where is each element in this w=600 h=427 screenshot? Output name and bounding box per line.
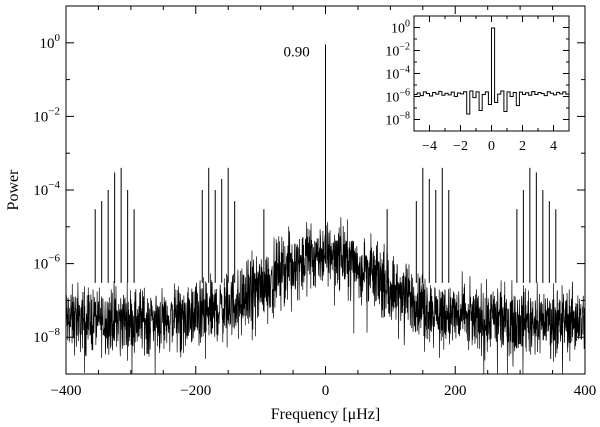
inset-x-ticks: −4 −2 0 2 4 [413, 16, 570, 154]
y-tick-label: 10−4 [33, 179, 60, 199]
inset-plot: −4 −2 0 2 4 100 10−2 10−4 10−6 10−8 [385, 15, 570, 154]
inset-y-tick-label: 10−4 [385, 65, 410, 83]
y-tick-label: 10−2 [33, 105, 60, 125]
inset-y-tick-label: 10−6 [385, 88, 410, 106]
main-plot: −400 −200 0 200 400 100 10−2 10−4 10−6 10−8 0.90… [5, 5, 597, 423]
inset-step-line [414, 27, 569, 115]
x-axis-label: Frequency [μHz] [271, 406, 380, 423]
x-tick-label: −200 [180, 383, 211, 399]
inset-y-tick-label: 100 [391, 19, 410, 37]
y-tick-label: 10−8 [33, 326, 60, 346]
x-tick-label: 0 [322, 383, 330, 399]
inset-y-tick-label: 10−8 [385, 111, 410, 129]
central-peak-annotation: 0.90 [284, 44, 310, 60]
inset-y-tick-label: 10−2 [385, 42, 410, 60]
inset-x-tick-label: −2 [453, 139, 468, 154]
x-tick-label: −400 [51, 383, 82, 399]
x-tick-label: 200 [444, 383, 467, 399]
inset-step-trace [414, 27, 569, 115]
y-axis-label: Power [5, 169, 22, 211]
y-tick-label: 100 [40, 32, 61, 52]
inset-x-tick-label: 0 [488, 139, 495, 154]
main-x-ticks: −400 −200 0 200 400 [51, 6, 597, 399]
inset-y-ticks: 100 10−2 10−4 10−6 10−8 [385, 15, 569, 132]
inset-x-tick-label: 2 [519, 139, 526, 154]
inset-x-tick-label: 4 [550, 139, 557, 154]
peak-series [94, 44, 557, 283]
x-tick-label: 400 [574, 383, 597, 399]
inset-x-tick-label: −4 [422, 139, 437, 154]
main-y-ticks: 100 10−2 10−4 10−6 10−8 [33, 5, 585, 375]
y-tick-label: 10−6 [33, 253, 60, 273]
